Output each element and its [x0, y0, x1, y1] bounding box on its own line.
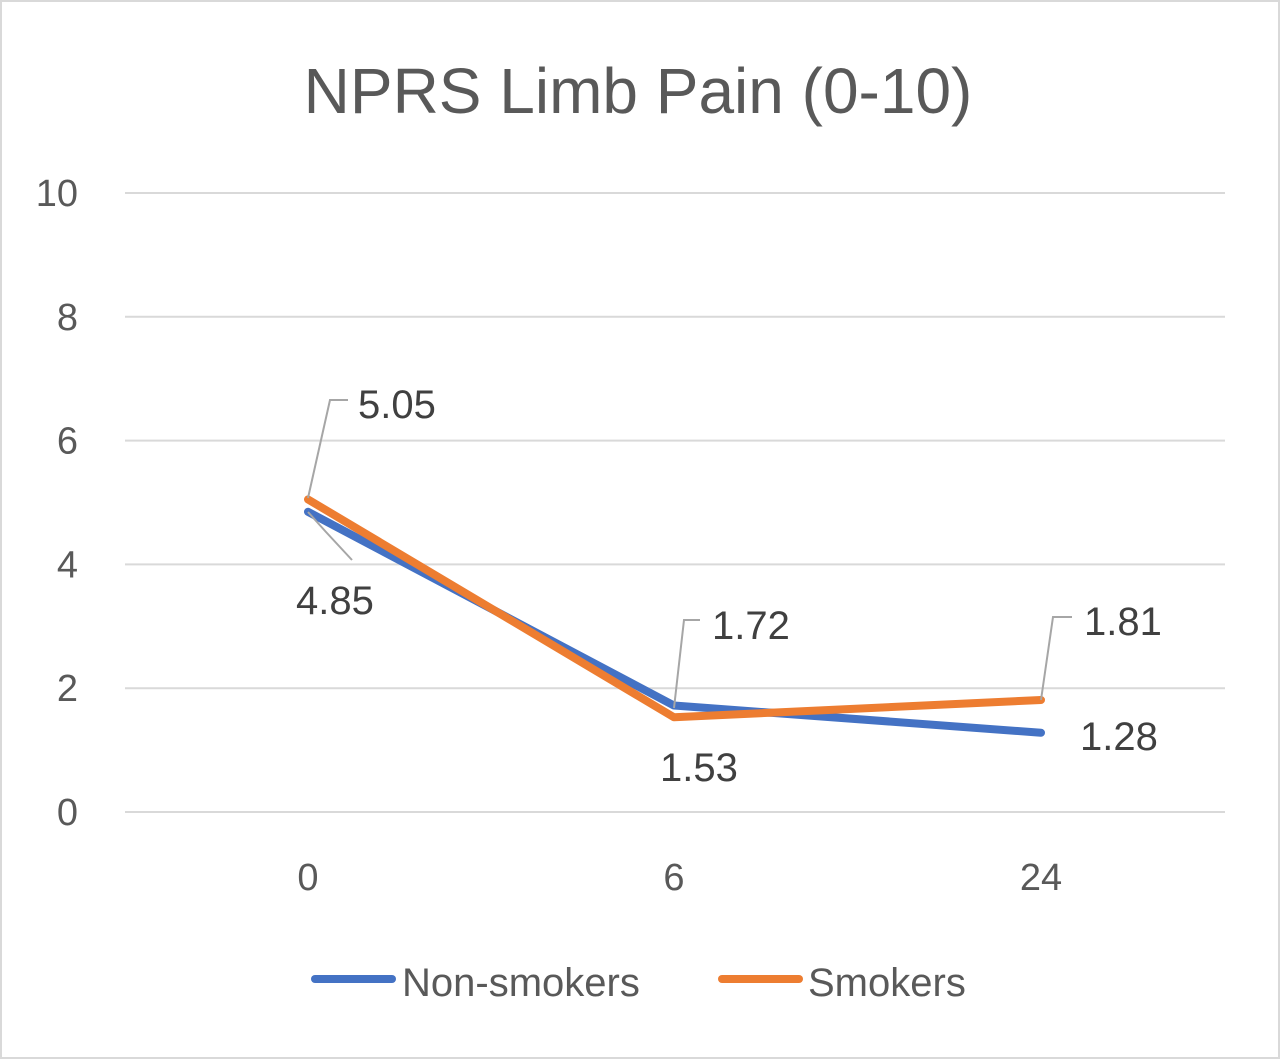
x-tick-label: 24: [1020, 857, 1062, 899]
data-label: 1.28: [1080, 715, 1158, 759]
data-label-leader: [673, 619, 700, 709]
data-label-leader: [1040, 616, 1072, 701]
legend-label-non-smokers: Non-smokers: [402, 961, 640, 1005]
gridlines: [125, 192, 1225, 813]
y-tick-label: 4: [57, 544, 78, 586]
y-tick-label: 8: [57, 297, 78, 339]
legend-label-smokers: Smokers: [808, 961, 966, 1005]
legend-item-non-smokers[interactable]: Non-smokers: [311, 961, 640, 1005]
data-label-leader: [307, 399, 348, 499]
y-tick-label: 10: [36, 173, 78, 215]
x-tick-label: 6: [663, 857, 684, 899]
data-label: 1.72: [712, 604, 790, 648]
series-line-smokers[interactable]: [304, 495, 1045, 722]
data-label-leader: [307, 511, 353, 561]
y-tick-label: 6: [57, 421, 78, 463]
legend-item-smokers[interactable]: Smokers: [718, 961, 966, 1005]
data-label: 4.85: [296, 579, 374, 623]
y-tick-label: 2: [57, 668, 78, 710]
x-axis-ticks: 0 6 24: [297, 857, 1062, 899]
y-axis-ticks: 0 2 4 6 8 10: [36, 173, 78, 834]
legend: Non-smokers Smokers: [311, 961, 966, 1005]
data-label: 1.53: [660, 746, 738, 790]
chart-title: NPRS Limb Pain (0-10): [304, 55, 973, 127]
data-label: 1.81: [1084, 600, 1162, 644]
x-tick-label: 0: [297, 857, 318, 899]
data-labels: 5.05 4.85 1.72 1.53 1.81 1.28: [296, 383, 1162, 790]
data-label: 5.05: [358, 383, 436, 427]
y-tick-label: 0: [57, 792, 78, 834]
